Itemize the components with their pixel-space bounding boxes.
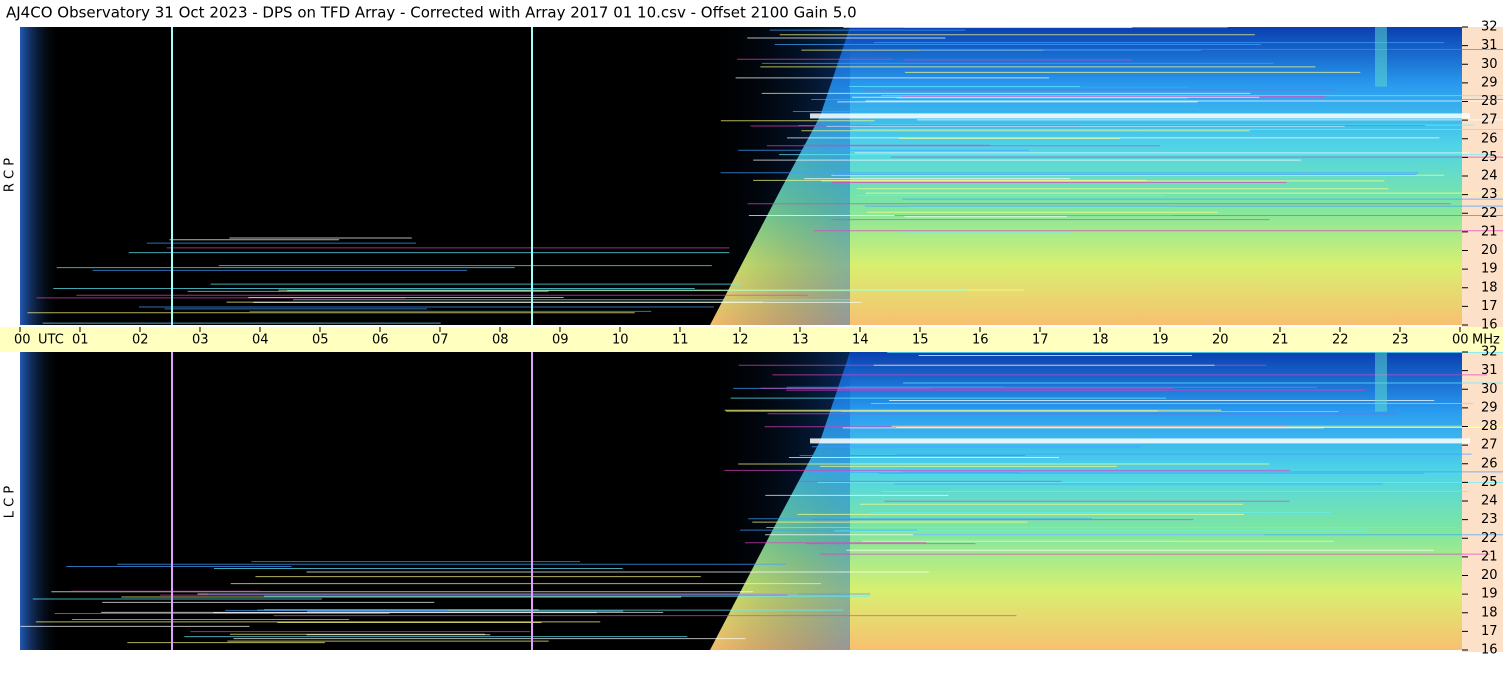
time-label: 19	[1152, 333, 1169, 348]
hot-band	[810, 438, 1470, 444]
left-glow	[20, 352, 60, 650]
time-label: 06	[372, 333, 389, 348]
time-label: 22	[1332, 333, 1349, 348]
freq-label: 20	[1481, 243, 1498, 258]
freq-label: 21	[1481, 224, 1498, 239]
time-label: 21	[1272, 333, 1289, 348]
time-label: 05	[312, 333, 329, 348]
freq-label: 16	[1481, 643, 1498, 658]
freq-label: 26	[1481, 131, 1498, 146]
time-label: 11	[672, 333, 689, 348]
time-label: 09	[552, 333, 569, 348]
emission-edge	[700, 352, 850, 650]
freq-unit: MHz	[1472, 333, 1500, 348]
freq-label: 27	[1481, 113, 1498, 128]
freq-label: 23	[1481, 187, 1498, 202]
freq-label: 16	[1481, 318, 1498, 333]
freq-label: 18	[1481, 605, 1498, 620]
freq-label: 20	[1481, 568, 1498, 583]
freq-label: 24	[1481, 494, 1498, 509]
time-label: 07	[432, 333, 449, 348]
freq-label: 17	[1481, 299, 1498, 314]
left-glow	[20, 27, 60, 325]
time-label: 18	[1092, 333, 1109, 348]
title: AJ4CO Observatory 31 Oct 2023 - DPS on T…	[6, 4, 857, 22]
freq-label: 28	[1481, 419, 1498, 434]
time-label: 00	[14, 333, 31, 348]
freq-label: 19	[1481, 587, 1498, 602]
panel	[20, 351, 1503, 650]
freq-label: 32	[1481, 345, 1498, 360]
time-zone: UTC	[38, 333, 64, 348]
time-label: 23	[1392, 333, 1409, 348]
title-bar	[0, 0, 1503, 27]
freq-label: 22	[1481, 531, 1498, 546]
time-label: 08	[492, 333, 509, 348]
freq-label: 26	[1481, 456, 1498, 471]
hot-band	[810, 113, 1470, 119]
freq-label: 31	[1481, 38, 1498, 53]
time-label: 13	[792, 333, 809, 348]
freq-label: 25	[1481, 475, 1498, 490]
time-label: 20	[1212, 333, 1229, 348]
freq-label: 24	[1481, 169, 1498, 184]
time-label: 00	[1452, 333, 1469, 348]
freq-label: 29	[1481, 75, 1498, 90]
freq-label: 30	[1481, 382, 1498, 397]
time-label: 12	[732, 333, 749, 348]
faint-band	[1375, 352, 1387, 412]
time-strip	[0, 327, 1462, 352]
time-label: 10	[612, 333, 629, 348]
time-label: 02	[132, 333, 149, 348]
time-label: 01	[72, 333, 89, 348]
freq-label: 30	[1481, 57, 1498, 72]
time-label: 04	[252, 333, 269, 348]
freq-label: 28	[1481, 94, 1498, 109]
freq-label: 21	[1481, 549, 1498, 564]
emission-edge	[700, 27, 850, 325]
freq-label: 31	[1481, 363, 1498, 378]
time-label: 17	[1032, 333, 1049, 348]
freq-label: 19	[1481, 262, 1498, 277]
freq-label: 17	[1481, 624, 1498, 639]
freq-label: 18	[1481, 280, 1498, 295]
panel	[20, 26, 1503, 325]
time-label: 16	[972, 333, 989, 348]
panel-label: R C P	[3, 158, 18, 192]
freq-label: 23	[1481, 512, 1498, 527]
freq-label: 32	[1481, 20, 1498, 35]
time-label: 15	[912, 333, 929, 348]
faint-band	[1375, 27, 1387, 87]
freq-label: 25	[1481, 150, 1498, 165]
time-label: 03	[192, 333, 209, 348]
panel-label: L C P	[3, 486, 18, 519]
freq-label: 29	[1481, 400, 1498, 415]
time-label: 14	[852, 333, 869, 348]
time-strip-end	[1462, 327, 1503, 352]
freq-label: 27	[1481, 438, 1498, 453]
freq-label: 22	[1481, 206, 1498, 221]
